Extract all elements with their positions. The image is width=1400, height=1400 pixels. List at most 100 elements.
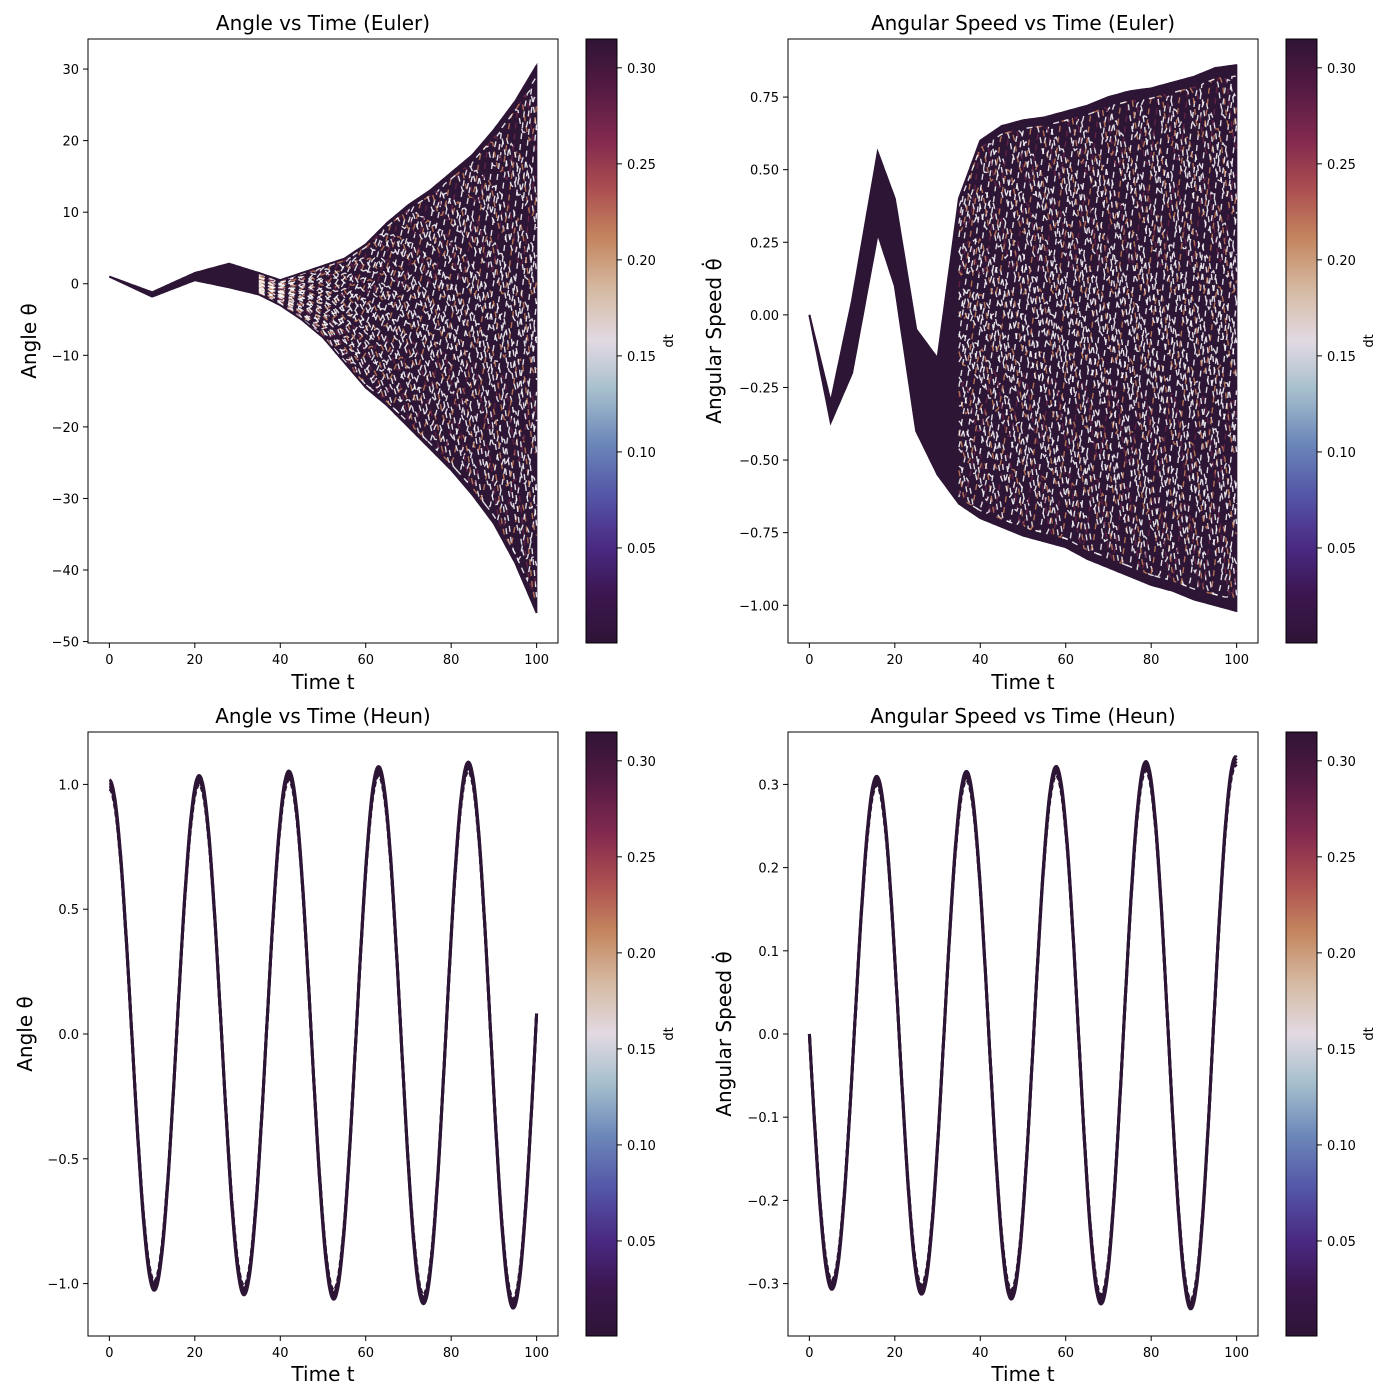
colorbar: 0.05 0.10 0.15 0.20 0.25 0.30 dt [585, 38, 677, 644]
panel-angle-euler: Angle vs Time (Euler) 0 20 40 60 80 100 −50−4… [17, 11, 677, 694]
dt-trace [958, 285, 1238, 375]
y-tick-label: 0.25 [750, 236, 779, 251]
dt-trace [258, 93, 538, 282]
dt-trace [258, 292, 538, 561]
dt-trace [958, 157, 1238, 275]
y-tick-label: 30 [62, 63, 79, 78]
colorbar-ticks: 0.05 0.10 0.15 0.20 0.25 0.30 [1317, 62, 1356, 557]
y-axis-ticks: −1.0 −0.5 0.0 0.5 1.0 [47, 778, 88, 1293]
colorbar-ticks: 0.05 0.10 0.15 0.20 0.25 0.30 [617, 755, 656, 1250]
y-axis-label: Angle θ [13, 996, 37, 1072]
dt-trace-edge [808, 229, 1237, 613]
y-tick-label: 0.50 [750, 164, 779, 179]
trajectory-band [109, 62, 538, 614]
y-axis-label: Angular Speed θ̇ [701, 258, 726, 423]
x-axis-label: Time t [990, 1362, 1054, 1386]
dt-trace [258, 285, 537, 454]
dt-trace-edge [108, 275, 538, 614]
dt-trace [958, 237, 1238, 328]
y-tick-label: 0 [71, 278, 79, 293]
x-tick-label: 80 [443, 653, 460, 668]
x-tick-label: 0 [105, 653, 113, 668]
x-tick-label: 0 [805, 1346, 813, 1361]
y-tick-label: 0.1 [758, 945, 779, 960]
dt-trace [807, 755, 1238, 1311]
y-tick-label: 0.3 [758, 778, 779, 793]
colorbar-tick-label: 0.20 [1327, 254, 1356, 269]
y-tick-label: −30 [52, 492, 79, 507]
dt-trace [958, 174, 1237, 288]
plot-frame [787, 38, 1259, 644]
y-tick-label: −1.00 [739, 599, 779, 614]
dt-trace [958, 437, 1238, 582]
panel-title: Angle vs Time (Heun) [215, 704, 431, 728]
y-tick-label: 0.75 [750, 91, 779, 106]
y-tick-label: 0.2 [758, 862, 779, 877]
colorbar-tick-label: 0.30 [1327, 62, 1356, 77]
x-axis-label: Time t [290, 1362, 354, 1386]
dt-trace [958, 78, 1238, 225]
x-tick-label: 80 [443, 1346, 460, 1361]
dt-trace [958, 323, 1238, 422]
trace-group [108, 760, 539, 1310]
colorbar-tick-label: 0.15 [627, 1043, 656, 1058]
colorbar-label: dt [1362, 334, 1377, 347]
x-tick-label: 60 [357, 653, 374, 668]
dt-trace [958, 253, 1238, 342]
dt-trace [258, 285, 538, 454]
dt-trace [258, 289, 538, 486]
dt-trace [258, 241, 538, 323]
colorbar: 0.05 0.10 0.15 0.20 0.25 0.30 dt [1285, 38, 1377, 644]
plot-area [108, 760, 539, 1310]
colorbar-tick-label: 0.05 [1327, 1235, 1356, 1250]
colorbar-tick-label: 0.25 [1327, 851, 1356, 866]
trace-group [108, 62, 538, 614]
y-tick-label: −0.2 [747, 1194, 779, 1209]
dt-trace [958, 348, 1238, 455]
colorbar-tick-label: 0.30 [627, 62, 656, 77]
y-tick-label: 10 [62, 206, 79, 221]
plot-area [808, 64, 1238, 613]
panel-angular-speed-euler: Angular Speed vs Time (Euler) 0 20 40 60 80 1… [701, 11, 1377, 694]
y-axis-ticks: −0.3 −0.2 −0.1 0.0 0.1 0.2 0.3 [747, 778, 788, 1293]
x-tick-label: 20 [887, 1346, 904, 1361]
y-tick-label: −0.1 [747, 1111, 779, 1126]
dt-trace [958, 465, 1238, 597]
dt-trace [258, 175, 538, 297]
x-tick-label: 100 [524, 1346, 549, 1361]
colorbar-tick-label: 0.20 [627, 254, 656, 269]
y-axis-ticks: −50 −40 −30 −20 −10 0 10 20 30 [52, 63, 88, 651]
y-tick-label: −1.0 [47, 1278, 79, 1293]
colorbar-tick-label: 0.15 [627, 350, 656, 365]
plot-area [108, 62, 538, 614]
x-tick-label: 20 [187, 653, 204, 668]
colorbar-gradient [585, 731, 618, 1337]
colorbar-tick-label: 0.25 [1327, 158, 1356, 173]
colorbar-tick-label: 0.10 [627, 446, 656, 461]
colorbar-tick-label: 0.25 [627, 851, 656, 866]
x-tick-label: 80 [1143, 653, 1160, 668]
x-tick-label: 40 [272, 653, 289, 668]
y-tick-label: −20 [52, 421, 79, 436]
y-tick-label: −0.25 [739, 381, 779, 396]
dt-trace [258, 286, 538, 463]
dt-trace [958, 382, 1238, 500]
x-tick-label: 60 [1057, 1346, 1074, 1361]
dt-trace-edge [808, 64, 1237, 403]
dt-trace [958, 334, 1238, 438]
colorbar-tick-label: 0.10 [1327, 1139, 1356, 1154]
dt-trace [258, 89, 538, 285]
y-tick-label: 0.5 [58, 903, 79, 918]
y-axis-label: Angle θ [17, 303, 41, 379]
dt-trace [258, 289, 538, 510]
x-tick-label: 80 [1143, 1346, 1160, 1361]
dt-trace [258, 286, 538, 433]
colorbar-tick-label: 0.10 [627, 1139, 656, 1154]
x-tick-label: 60 [1057, 653, 1074, 668]
dt-trace [258, 274, 538, 356]
x-tick-label: 40 [972, 653, 989, 668]
colorbar-label: dt [1362, 1027, 1377, 1040]
colorbar-gradient [1285, 731, 1318, 1337]
x-tick-label: 20 [887, 653, 904, 668]
